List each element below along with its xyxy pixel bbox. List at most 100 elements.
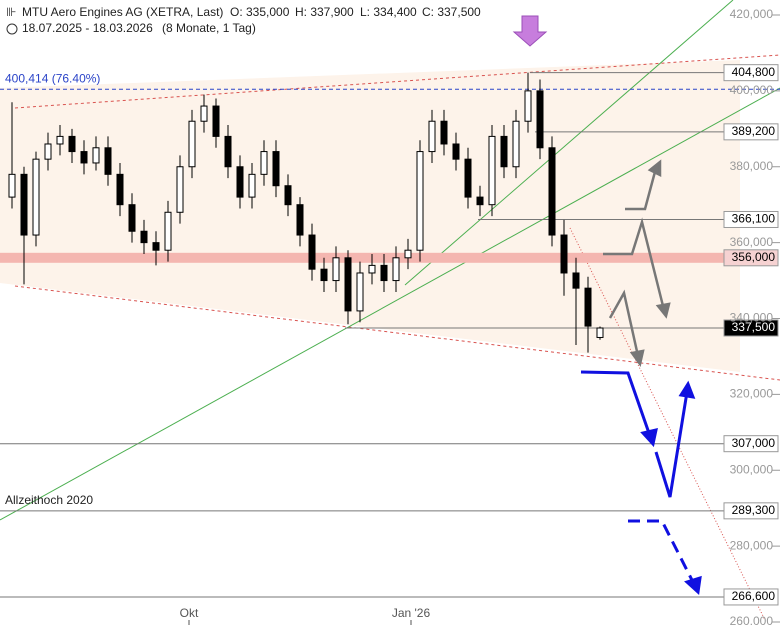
candle-body	[548, 147, 556, 236]
candle-body	[140, 230, 148, 244]
y-tick-label: 300,000	[730, 462, 774, 476]
candle-body	[128, 204, 136, 232]
level-box	[723, 210, 779, 228]
candle-body	[8, 173, 16, 198]
stat: C: 337,500	[422, 5, 481, 19]
candle-body	[500, 135, 508, 168]
level-label: 337,500	[732, 320, 776, 334]
candle-body	[44, 143, 52, 160]
candle-body	[308, 234, 316, 270]
candle-body	[176, 166, 184, 213]
candle-body	[356, 272, 364, 312]
candle-body	[92, 147, 100, 164]
level-box	[723, 64, 779, 82]
y-tick-label: 380,000	[730, 159, 774, 173]
level-box	[723, 249, 779, 267]
annotation: Allzeithoch 2020	[5, 493, 93, 507]
trend-line	[569, 227, 766, 621]
y-tick-label: 280,000	[730, 538, 774, 552]
period-note: (8 Monate, 1 Tag)	[162, 21, 256, 35]
candle-body	[332, 257, 340, 282]
marker-arrow	[512, 15, 548, 47]
stat: O: 335,000	[230, 5, 290, 19]
y-tick-label: 340,000	[730, 311, 774, 325]
y-tick-label: 260,000	[730, 614, 774, 625]
scenario-arrows	[603, 159, 671, 367]
stat: H: 337,900	[295, 5, 354, 19]
chart-icon: ⊪	[6, 5, 16, 19]
candle-body	[524, 90, 532, 122]
level-label: 266,600	[732, 589, 776, 603]
clock-icon	[6, 23, 18, 35]
stat: L: 334,400	[360, 5, 417, 19]
candle-body	[188, 120, 196, 168]
channel-area	[0, 60, 740, 372]
level-label: 307,000	[732, 436, 776, 450]
trend-line	[404, 0, 734, 286]
candle-body	[380, 264, 388, 282]
candle-body	[440, 120, 448, 145]
fib-label: 400,414 (76.40%)	[5, 71, 100, 85]
candle-body	[476, 196, 484, 206]
candle-body	[248, 173, 256, 198]
candle-body	[284, 185, 292, 206]
candle-body	[56, 135, 64, 145]
level-label: 404,800	[732, 65, 776, 79]
candle-body	[20, 173, 28, 236]
candle-body	[200, 105, 208, 122]
level-box	[723, 588, 779, 606]
candle-body	[536, 90, 544, 149]
candle-body	[488, 135, 496, 206]
candle-body	[104, 147, 112, 175]
x-tick-label: Okt	[180, 606, 199, 620]
level-box	[723, 502, 779, 520]
candle-body	[152, 242, 160, 251]
level-label: 356,000	[732, 250, 776, 264]
candle-body	[68, 135, 76, 153]
candle-body	[596, 327, 604, 338]
candle-body	[512, 120, 520, 168]
candle-body	[272, 151, 280, 187]
candle-body	[320, 268, 328, 282]
level-box	[723, 123, 779, 141]
candle-body	[212, 105, 220, 137]
level-label: 289,300	[732, 503, 776, 517]
candle-body	[392, 257, 400, 282]
candle-body	[164, 211, 172, 251]
y-tick-label: 400,000	[730, 83, 774, 97]
level-label: 366,100	[732, 212, 776, 226]
candle-body	[32, 158, 40, 236]
resistance-band	[0, 252, 730, 263]
candle-body	[560, 234, 568, 274]
chart-title: MTU Aero Engines AG (XETRA, Last)	[22, 5, 223, 19]
level-label: 389,200	[732, 124, 776, 138]
level-box	[723, 435, 779, 453]
candle-body	[296, 204, 304, 236]
candle-body	[464, 158, 472, 198]
candle-body	[116, 173, 124, 206]
candle-body	[260, 151, 268, 175]
x-tick-label: Jan '26	[392, 606, 431, 620]
y-tick-label: 360,000	[730, 235, 774, 249]
trend-line	[0, 87, 780, 521]
y-tick-label: 320,000	[730, 387, 774, 401]
y-tick-label: 420,000	[730, 7, 774, 21]
trend-line	[14, 54, 780, 109]
candle-body	[80, 151, 88, 164]
candle-body	[344, 257, 352, 312]
candle-body	[428, 120, 436, 153]
period: 18.07.2025 - 18.03.2026	[22, 21, 153, 35]
scenario-arrows	[580, 370, 702, 596]
candle-body	[452, 143, 460, 160]
candle-body	[416, 151, 424, 251]
candle-body	[236, 166, 244, 198]
trend-line	[14, 285, 780, 381]
candle-body	[404, 249, 412, 259]
level-box	[723, 319, 779, 337]
header: ⊪ MTU Aero Engines AG (XETRA, Last) O: 3…	[6, 5, 481, 35]
candle-body	[584, 287, 592, 327]
candle-body	[572, 272, 580, 289]
candle-body	[368, 264, 376, 274]
candle-body	[224, 135, 232, 168]
